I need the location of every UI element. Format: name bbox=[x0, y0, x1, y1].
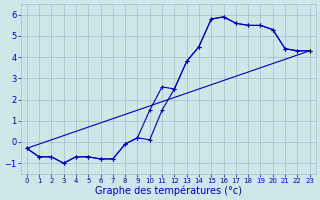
X-axis label: Graphe des températures (°c): Graphe des températures (°c) bbox=[95, 185, 242, 196]
